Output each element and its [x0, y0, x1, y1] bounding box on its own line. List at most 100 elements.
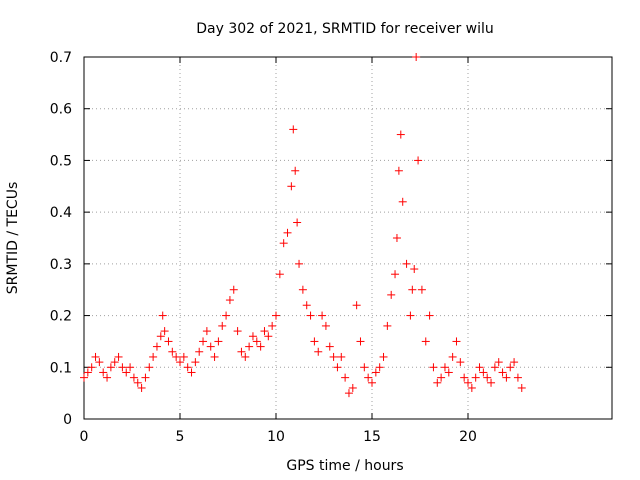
data-point: [145, 363, 154, 372]
data-point: [391, 270, 400, 279]
data-point: [291, 166, 300, 175]
data-point: [475, 363, 484, 372]
data-point: [387, 290, 396, 299]
data-point: [467, 383, 476, 392]
data-point: [252, 337, 261, 346]
data-point: [222, 311, 231, 320]
data-point: [225, 296, 234, 305]
data-point: [152, 342, 161, 351]
data-point: [414, 156, 423, 165]
data-point: [264, 332, 273, 341]
data-point: [502, 373, 511, 382]
y-tick-label: 0.3: [50, 257, 72, 273]
data-point: [87, 363, 96, 372]
data-point: [260, 327, 269, 336]
data-point: [498, 368, 507, 377]
data-point: [202, 327, 211, 336]
data-point: [375, 363, 384, 372]
data-point: [91, 352, 100, 361]
data-point: [256, 342, 265, 351]
y-tick-label: 0.1: [50, 360, 72, 376]
x-tick-label: 0: [80, 429, 89, 445]
data-point: [417, 285, 426, 294]
data-point: [433, 378, 442, 387]
data-point: [325, 342, 334, 351]
data-point: [275, 270, 284, 279]
data-point: [126, 363, 135, 372]
data-point: [379, 352, 388, 361]
data-point: [306, 311, 315, 320]
data-points: [80, 53, 526, 398]
data-point: [164, 337, 173, 346]
data-point: [440, 363, 449, 372]
data-point: [287, 182, 296, 191]
plot-frame: [83, 56, 613, 420]
data-point: [310, 337, 319, 346]
data-point: [95, 358, 104, 367]
data-point: [318, 311, 327, 320]
axis-ticks: 0 0.1 0.2 0.3 0.4 0.5 0.6 0.7 0 5 10 15 20: [50, 50, 612, 445]
data-point: [494, 358, 503, 367]
data-point: [195, 347, 204, 356]
data-point: [344, 389, 353, 398]
data-point: [410, 265, 419, 274]
y-axis-label: SRMTID / TECUs: [5, 182, 21, 295]
data-point: [248, 332, 257, 341]
data-point: [352, 301, 361, 310]
data-point: [279, 239, 288, 248]
data-point: [408, 285, 417, 294]
data-point: [368, 378, 376, 387]
grid: [84, 57, 612, 419]
data-point: [506, 363, 515, 372]
data-point: [321, 321, 330, 330]
data-point: [191, 358, 200, 367]
data-point: [371, 368, 380, 377]
y-tick-label: 0.4: [50, 205, 72, 221]
data-point: [160, 327, 169, 336]
data-point: [513, 373, 522, 382]
data-point: [329, 352, 338, 361]
data-point: [199, 337, 208, 346]
data-point: [348, 383, 357, 392]
x-tick-label: 20: [459, 429, 477, 445]
data-point: [437, 373, 446, 382]
data-point: [402, 259, 411, 268]
data-point: [80, 373, 88, 382]
data-point: [99, 368, 108, 377]
data-point: [464, 378, 472, 387]
x-tick-label: 15: [363, 429, 381, 445]
data-point: [158, 311, 167, 320]
data-point: [383, 321, 392, 330]
data-point: [229, 285, 238, 294]
y-tick-label: 0.7: [50, 50, 72, 66]
data-point: [517, 383, 526, 392]
data-point: [460, 373, 469, 382]
data-point: [103, 373, 112, 382]
data-point: [392, 234, 401, 242]
data-point: [364, 373, 373, 382]
data-point: [83, 368, 92, 377]
data-point: [471, 373, 480, 382]
data-point: [341, 373, 350, 382]
data-point: [421, 337, 430, 346]
y-tick-label: 0.2: [50, 309, 72, 325]
data-point: [337, 352, 346, 361]
data-point: [425, 311, 434, 320]
data-point: [149, 352, 158, 361]
data-point: [412, 53, 421, 61]
data-point: [272, 311, 280, 320]
data-point: [176, 358, 184, 367]
data-point: [360, 363, 369, 372]
data-point: [490, 363, 499, 372]
data-point: [122, 368, 131, 377]
data-point: [133, 378, 142, 387]
data-point: [448, 352, 457, 361]
data-point: [314, 347, 323, 356]
data-point: [487, 378, 496, 387]
data-point: [356, 337, 365, 346]
data-point: [233, 327, 242, 336]
data-point: [206, 342, 215, 351]
data-point: [429, 363, 438, 372]
data-point: [110, 358, 119, 367]
